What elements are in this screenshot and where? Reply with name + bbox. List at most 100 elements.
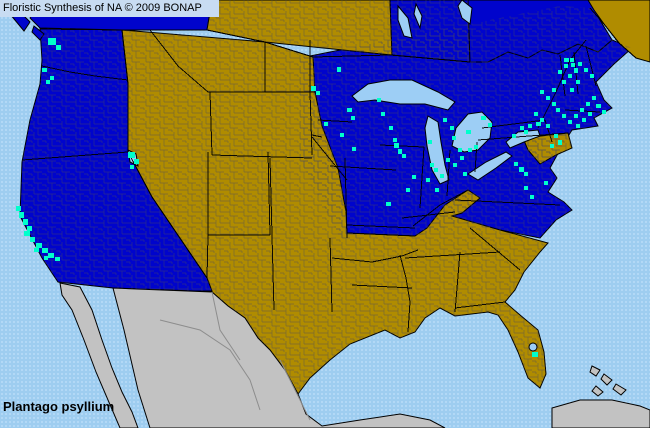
- county-occurrence: [412, 175, 416, 179]
- county-occurrence: [34, 248, 39, 252]
- lakes: [127, 0, 587, 352]
- county-occurrence: [520, 126, 524, 130]
- region-cuba: [551, 399, 650, 428]
- county-occurrence: [42, 248, 48, 253]
- county-occurrence: [580, 108, 584, 112]
- county-occurrence: [550, 144, 554, 148]
- county-occurrence: [524, 186, 528, 190]
- county-occurrence: [134, 159, 139, 164]
- county-occurrence: [512, 134, 516, 138]
- county-occurrence: [402, 154, 406, 158]
- county-occurrence: [588, 112, 592, 116]
- county-occurrence: [458, 148, 462, 152]
- county-occurrence: [351, 116, 355, 120]
- county-occurrence: [519, 167, 524, 172]
- county-occurrence: [393, 138, 397, 142]
- county-occurrence: [474, 145, 478, 149]
- county-occurrence: [466, 130, 471, 134]
- county-occurrence: [434, 168, 438, 172]
- county-occurrence: [16, 206, 21, 211]
- county-occurrence: [48, 253, 54, 258]
- county-occurrence: [130, 165, 134, 169]
- county-occurrence: [514, 162, 518, 166]
- county-occurrence: [590, 74, 594, 78]
- lake-superior: [351, 79, 456, 111]
- county-occurrence: [48, 38, 56, 45]
- county-occurrence: [582, 118, 586, 122]
- county-occurrence: [568, 74, 572, 78]
- county-occurrence: [46, 80, 50, 84]
- county-occurrence: [55, 257, 60, 261]
- county-occurrence: [36, 243, 42, 248]
- county-occurrence: [570, 58, 574, 62]
- county-occurrence: [562, 114, 566, 118]
- lake-okeechobee: [528, 342, 538, 352]
- lake-ontario: [505, 129, 541, 149]
- county-occurrence: [381, 112, 385, 116]
- state-borders: [21, 7, 637, 421]
- county-occurrence: [394, 143, 399, 148]
- region-bahamas: [612, 383, 627, 396]
- county-occurrence: [23, 219, 28, 225]
- county-occurrence: [540, 118, 544, 122]
- county-occurrence: [352, 147, 356, 151]
- county-occurrence: [570, 88, 574, 92]
- county-occurrence: [584, 68, 588, 72]
- county-occurrence: [50, 76, 54, 80]
- county-occurrence: [568, 120, 572, 124]
- county-occurrence: [42, 68, 47, 72]
- county-occurrence: [24, 231, 30, 236]
- county-occurrence: [558, 140, 562, 145]
- james-bay: [457, 0, 473, 25]
- lake-winnipegosis: [413, 2, 423, 30]
- county-occurrence: [524, 172, 528, 176]
- county-occurrence: [460, 156, 464, 160]
- county-occurrence: [446, 158, 450, 162]
- county-occurrence: [19, 212, 24, 218]
- lake-erie: [467, 151, 513, 181]
- county-occurrence: [544, 181, 548, 185]
- county-occurrence: [576, 80, 580, 84]
- county-occurrence: [556, 108, 560, 112]
- county-occurrence: [452, 136, 456, 140]
- county-occurrence: [558, 70, 562, 74]
- county-occurrence: [481, 116, 486, 120]
- county-occurrence: [571, 63, 575, 67]
- county-occurrence: [30, 237, 35, 242]
- county-occurrence: [546, 96, 550, 100]
- county-occurrence: [564, 58, 569, 62]
- county-occurrence: [450, 126, 454, 130]
- county-occurrence: [552, 88, 556, 92]
- county-occurrence: [596, 104, 601, 108]
- county-occurrence: [536, 122, 541, 126]
- county-occurrence: [386, 202, 391, 206]
- species-name-label: Plantago psyllium: [3, 399, 115, 414]
- county-occurrence: [440, 174, 444, 178]
- county-occurrence: [540, 90, 544, 94]
- county-occurrence: [428, 140, 432, 144]
- county-occurrence: [576, 124, 580, 128]
- county-occurrence: [337, 67, 341, 72]
- region-bahamas: [591, 385, 604, 397]
- county-occurrence: [552, 102, 556, 106]
- county-occurrence: [128, 152, 135, 158]
- county-occurrence: [406, 188, 410, 192]
- county-occurrence: [574, 114, 578, 118]
- county-occurrence: [340, 133, 344, 137]
- title-bar: Floristic Synthesis of NA © 2009 BONAP: [0, 0, 219, 17]
- county-occurrence: [524, 130, 528, 134]
- county-occurrence: [564, 64, 568, 68]
- county-occurrence: [602, 110, 606, 114]
- county-occurrence: [562, 80, 566, 84]
- county-occurrence: [347, 108, 352, 112]
- county-occurrence: [463, 172, 467, 176]
- county-occurrence: [534, 112, 538, 116]
- county-occurrence: [468, 148, 472, 152]
- county-occurrence: [528, 124, 532, 128]
- county-occurrence: [443, 118, 447, 122]
- county-occurrence: [488, 123, 492, 127]
- county-occurrence: [27, 226, 32, 231]
- county-occurrence: [44, 256, 48, 260]
